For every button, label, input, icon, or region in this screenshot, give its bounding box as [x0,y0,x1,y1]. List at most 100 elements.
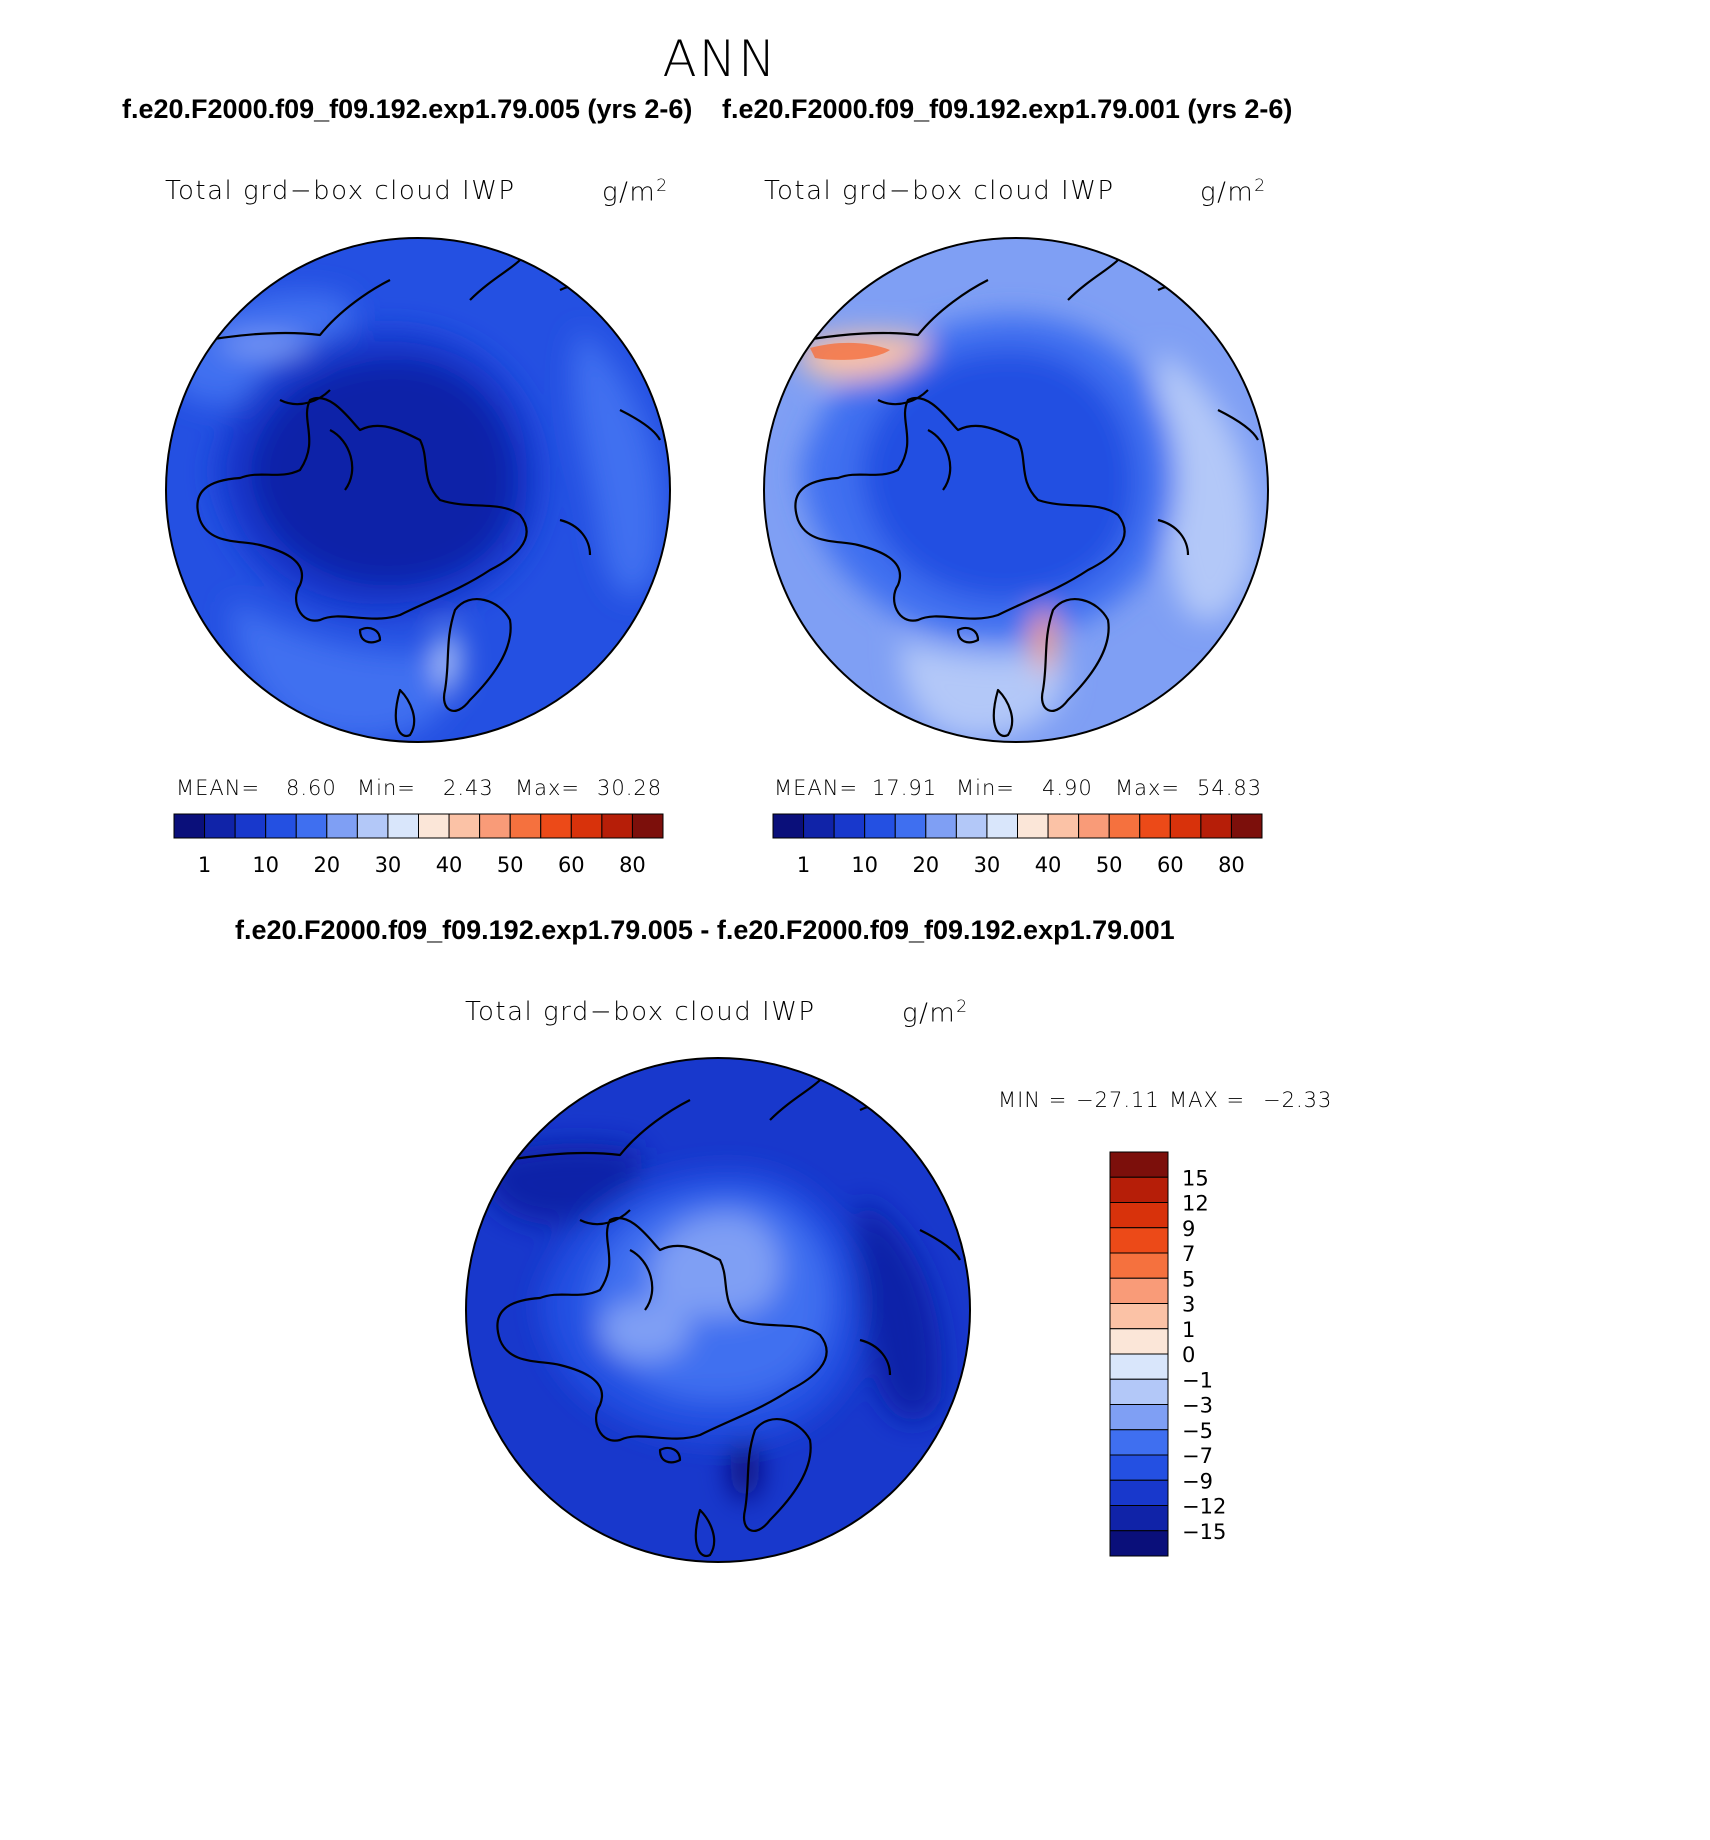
left-case-header: f.e20.F2000.f09_f09.192.exp1.79.005 (yrs… [122,94,693,124]
map2-arctic-core [860,350,1136,601]
colorbar1-swatch-12 [540,813,572,839]
diff-variable-title: Total grd−box cloud IWP [465,997,816,1027]
colorbar1-tick-label: 50 [497,853,524,877]
colorbar1-tick-label: 10 [252,853,279,877]
colorbar1-tick-label: 80 [619,853,646,877]
colorbar2-swatch-12 [1139,813,1171,839]
colorbar2-swatch-14 [1200,813,1232,839]
panel2-mean-value: 17.91 [872,776,938,800]
colorbar2-tick-label: 80 [1218,853,1245,877]
panel2-min-label: Min= [956,776,1015,800]
colorbar1-swatch-5 [326,813,358,839]
panel2-units: g/m2 [1200,176,1267,208]
diff-colorbar-swatch-11 [1109,1429,1169,1456]
panel2-units-exp: 2 [1254,176,1267,196]
colorbar2-swatch-3 [864,813,896,839]
colorbar1-swatch-9 [448,813,481,839]
colorbar2-swatch-13 [1169,813,1202,839]
colorbar2-tick-label: 50 [1096,853,1123,877]
diff-units: g/m2 [902,997,969,1029]
diff-max-label: MAX = [1169,1088,1246,1112]
diff-colorbar-swatch-7 [1109,1328,1169,1355]
panel1-max-value: 30.28 [597,776,663,800]
page-title: ANN [662,30,778,88]
diff-colorbar-tick-label: −9 [1182,1469,1213,1493]
panel1-max-label: Max= [515,776,581,800]
colorbar2-tick-label: 60 [1157,853,1184,877]
colorbar1-swatch-13 [570,813,603,839]
diff-colorbar-swatch-9 [1109,1378,1169,1405]
colorbar2-tick-label: 40 [1035,853,1062,877]
panel2-mean-label: MEAN= [774,776,859,800]
diff-map-boundary [465,1057,971,1563]
colorbar1-swatch-4 [295,813,328,839]
diff-units-exp: 2 [956,997,969,1017]
colorbar1-swatch-3 [265,813,297,839]
diff-colorbar-tick-label: −7 [1182,1444,1213,1468]
diff-upper-left-low [480,1143,642,1225]
colorbar2-tick-label: 30 [974,853,1001,877]
panel1-min-label: Min= [357,776,416,800]
map2-outer-light-right [1156,350,1256,621]
panel1-variable-title: Total grd−box cloud IWP [165,176,516,206]
map-panel-2 [764,238,1268,742]
diff-min-label: MIN = [998,1088,1068,1112]
colorbar2-swatch-6 [955,813,988,839]
colorbar2-tick-label: 20 [912,853,939,877]
panel1-min-value: 2.43 [443,776,494,800]
diff-max-value: −2.33 [1263,1088,1333,1112]
diff-colorbar-swatch-4 [1109,1252,1169,1279]
diff-greenland-high [600,1300,690,1360]
right-case-header: f.e20.F2000.f09_f09.192.exp1.79.001 (yrs… [722,94,1293,124]
diff-colorbar-swatch-10 [1109,1404,1169,1431]
map1-siberia-light [220,335,310,355]
colorbar1-swatch-0 [173,813,206,839]
panel2-max-label: Max= [1115,776,1181,800]
difference-header: f.e20.F2000.f09_f09.192.exp1.79.005 - f.… [235,915,1175,945]
diff-colorbar-tick-label: −15 [1182,1520,1226,1544]
diff-colorbar-swatch-2 [1109,1202,1169,1229]
diff-colorbar-tick-label: −5 [1182,1419,1213,1443]
diff-colorbar-swatch-0 [1109,1151,1169,1178]
map1-right-band [573,330,662,597]
panel1-mean-value: 8.60 [286,776,337,800]
panel1-units-exp: 2 [656,176,669,196]
diff-colorbar-swatch-3 [1109,1227,1169,1254]
map2-siberia-peak [810,342,890,360]
colorbar1-swatch-7 [387,813,419,839]
diff-colorbar-tick-label: 12 [1182,1192,1209,1216]
map2-boundary [763,237,1269,743]
diff-colorbar-tick-label: −12 [1182,1495,1226,1519]
colorbar2-swatch-8 [1017,813,1049,839]
colorbar1-swatch-15 [631,813,664,839]
colorbar2-swatch-0 [772,813,805,839]
diff-colorbar-tick-label: −3 [1182,1394,1213,1418]
map1-arctic-core [250,360,516,586]
colorbar1-swatch-14 [601,813,633,839]
panel1-mean-label: MEAN= [176,776,261,800]
colorbar1-swatch-6 [356,813,389,839]
diff-units-base: g/m [902,998,957,1029]
colorbar1-swatch-10 [479,813,511,839]
colorbar2-swatch-11 [1108,813,1141,839]
diff-colorbar-swatch-14 [1109,1505,1169,1532]
colorbar1-tick-label: 20 [313,853,340,877]
colorbars: 1 10 20 30 40 50 60 80 1 10 20 30 40 50 60 801512975310… [173,813,1263,1557]
colorbar2-swatch-1 [803,813,835,839]
diff-min-value: −27.11 [1076,1088,1160,1112]
colorbar1-tick-label: 60 [558,853,585,877]
diff-colorbar-tick-label: 1 [1182,1318,1195,1342]
map-panel-diff [466,1058,970,1562]
map1-boundary [165,237,671,743]
panel2-max-value: 54.83 [1197,776,1263,800]
panel1-units-base: g/m [602,177,657,208]
colorbar2-swatch-4 [894,813,927,839]
colorbar1-tick-label: 1 [198,853,211,877]
colorbar1-tick-label: 30 [375,853,402,877]
colorbar1-swatch-1 [204,813,236,839]
colorbar1-swatch-11 [509,813,542,839]
diff-colorbar-tick-label: 0 [1182,1343,1195,1367]
colorbar2-tick-label: 1 [797,853,810,877]
colorbar1-swatch-2 [234,813,267,839]
